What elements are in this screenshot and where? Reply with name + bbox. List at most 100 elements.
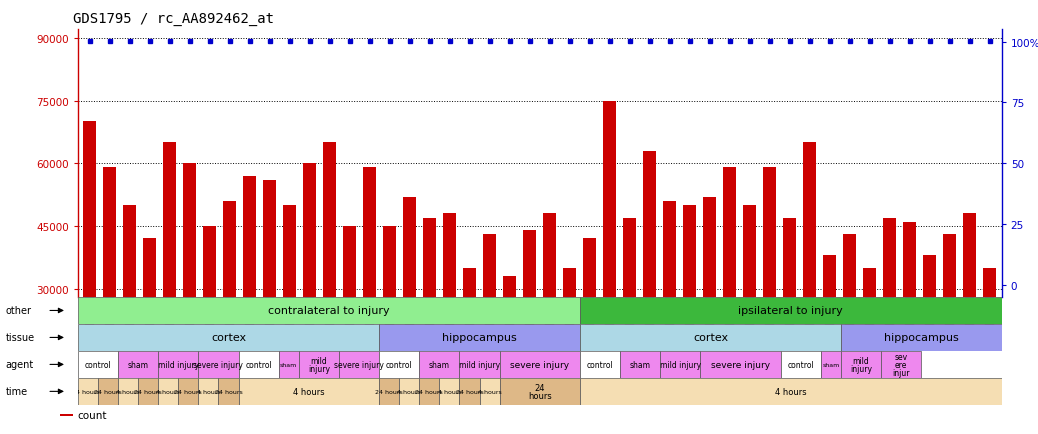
Bar [383, 227, 397, 414]
Text: 4 hours: 4 hours [775, 387, 807, 396]
Bar [124, 206, 136, 414]
Bar [184, 164, 196, 414]
Bar [198, 351, 239, 378]
Bar [138, 378, 158, 405]
Text: sham: sham [280, 362, 297, 367]
Bar [841, 324, 1002, 351]
Text: time: time [6, 387, 28, 396]
Bar [503, 276, 516, 414]
Text: agent: agent [6, 360, 34, 369]
Bar [499, 378, 580, 405]
Bar [703, 197, 716, 414]
Text: 24 hours: 24 hours [376, 389, 403, 394]
Bar [583, 239, 596, 414]
Text: contralateral to injury: contralateral to injury [268, 306, 389, 316]
Text: severe injury: severe injury [711, 360, 770, 369]
Text: 24 hours: 24 hours [456, 389, 484, 394]
Text: ipsilateral to injury: ipsilateral to injury [738, 306, 843, 316]
Text: tissue: tissue [6, 333, 35, 342]
Text: mild injury: mild injury [660, 360, 701, 369]
Bar [404, 197, 416, 414]
Text: 4 hours: 4 hours [157, 389, 181, 394]
Text: 4 hours: 4 hours [196, 389, 220, 394]
Bar [264, 181, 276, 414]
Bar [379, 351, 419, 378]
Bar [299, 351, 339, 378]
Text: sham: sham [822, 362, 840, 367]
Text: 4 hours: 4 hours [437, 389, 461, 394]
Bar [781, 351, 821, 378]
Bar [523, 230, 537, 414]
Bar [499, 351, 580, 378]
Bar [663, 201, 676, 414]
Text: GDS1795 / rc_AA892462_at: GDS1795 / rc_AA892462_at [73, 12, 274, 26]
Text: hippocampus: hippocampus [884, 333, 959, 342]
Text: sham: sham [630, 360, 651, 369]
Text: 4 hours: 4 hours [293, 387, 325, 396]
Text: mild injury: mild injury [459, 360, 500, 369]
Bar [603, 101, 617, 414]
Bar [419, 378, 439, 405]
Bar [644, 151, 656, 414]
Bar [118, 378, 138, 405]
Text: sham: sham [429, 360, 449, 369]
Bar [803, 143, 816, 414]
Text: control: control [386, 360, 412, 369]
Bar [841, 351, 881, 378]
Text: count: count [78, 410, 107, 420]
Text: 24
hours: 24 hours [528, 383, 551, 400]
Bar [278, 351, 299, 378]
Bar [460, 378, 480, 405]
Bar [339, 351, 379, 378]
Bar [763, 168, 776, 414]
Text: cortex: cortex [693, 333, 728, 342]
Bar [723, 168, 736, 414]
Bar [821, 351, 841, 378]
Bar [623, 218, 636, 414]
Text: hippocampus: hippocampus [442, 333, 517, 342]
Bar [903, 222, 917, 414]
Bar [78, 324, 379, 351]
Text: mild
injury: mild injury [308, 356, 330, 373]
Bar [419, 351, 460, 378]
Text: 24 hours: 24 hours [134, 389, 162, 394]
Bar [460, 351, 499, 378]
Text: mild injury: mild injury [158, 360, 199, 369]
Text: 24 hours: 24 hours [215, 389, 242, 394]
Bar [424, 218, 436, 414]
Bar [239, 378, 379, 405]
Bar [179, 378, 198, 405]
Bar [303, 164, 317, 414]
Text: severe injury: severe injury [334, 360, 384, 369]
Bar [118, 351, 158, 378]
Text: severe injury: severe injury [193, 360, 243, 369]
Bar [203, 227, 216, 414]
Bar [83, 122, 97, 414]
Bar [784, 218, 796, 414]
Bar [923, 256, 936, 414]
Bar [883, 218, 896, 414]
Text: control: control [788, 360, 814, 369]
Bar [881, 351, 922, 378]
Bar [580, 378, 1002, 405]
Text: other: other [6, 306, 32, 316]
Bar [480, 378, 499, 405]
Bar [98, 378, 118, 405]
Bar [323, 143, 336, 414]
Bar [59, 414, 73, 416]
Text: 24 hours: 24 hours [415, 389, 443, 394]
Bar [239, 351, 278, 378]
Bar [198, 378, 218, 405]
Text: sev
ere
injur: sev ere injur [893, 352, 910, 377]
Bar [363, 168, 377, 414]
Bar [580, 297, 1002, 324]
Bar [379, 324, 580, 351]
Text: control: control [245, 360, 272, 369]
Text: 4 hours: 4 hours [398, 389, 421, 394]
Bar [463, 268, 476, 414]
Bar [743, 206, 757, 414]
Bar [218, 378, 239, 405]
Text: control: control [84, 360, 111, 369]
Bar [864, 268, 876, 414]
Text: severe injury: severe injury [511, 360, 569, 369]
